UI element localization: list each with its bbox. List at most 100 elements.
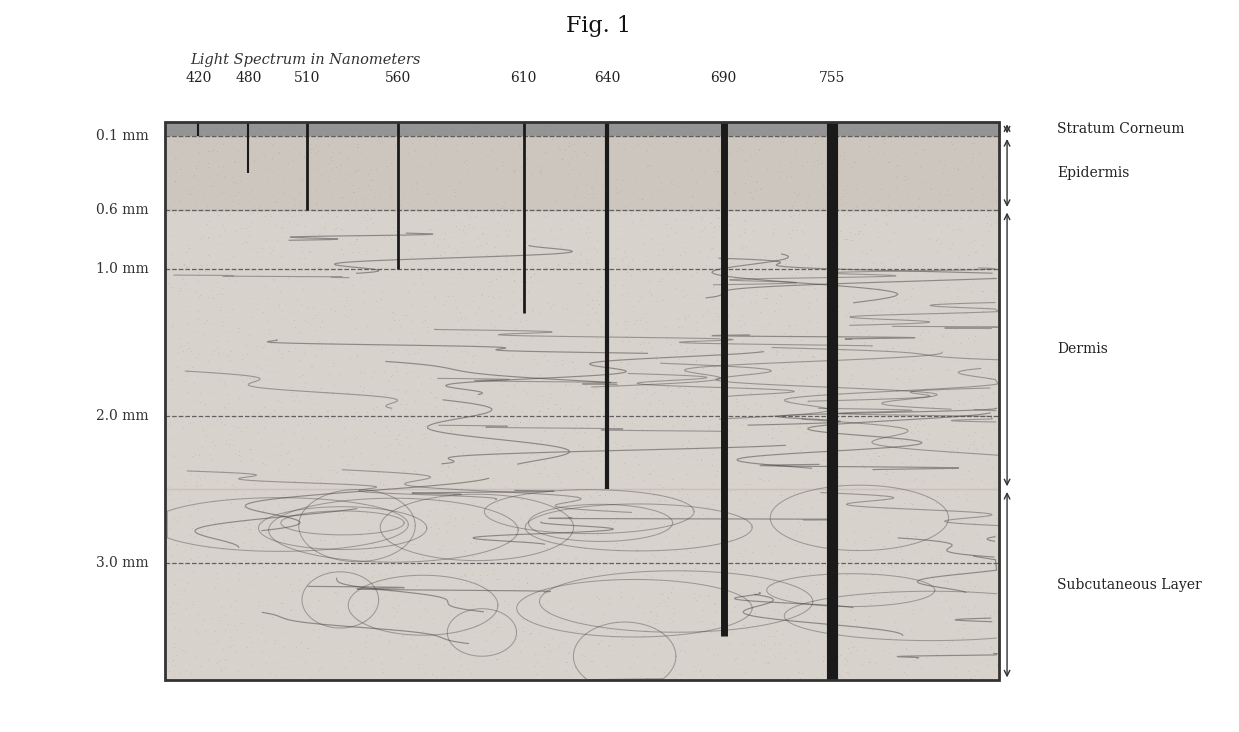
Point (960, 203, 980, 214)
Point (213, 643, 233, 654)
Point (710, 520, 730, 532)
Point (703, 405, 722, 417)
Point (699, 397, 719, 409)
Point (907, 646, 927, 657)
Point (686, 266, 706, 278)
Point (817, 619, 836, 631)
Point (271, 396, 291, 408)
Point (197, 218, 217, 230)
Point (964, 138, 984, 149)
Point (600, 296, 620, 307)
Point (668, 668, 688, 680)
Point (198, 215, 218, 227)
Point (761, 130, 781, 142)
Point (704, 315, 724, 327)
Point (551, 616, 571, 628)
Point (483, 207, 503, 219)
Point (419, 215, 439, 227)
Point (332, 233, 352, 244)
Point (177, 577, 197, 589)
Point (217, 270, 237, 282)
Point (259, 324, 279, 335)
Point (963, 447, 983, 459)
Point (550, 143, 570, 154)
Point (669, 354, 689, 365)
Point (676, 544, 696, 556)
Point (357, 209, 377, 220)
Point (683, 531, 703, 543)
Point (494, 397, 514, 408)
Point (725, 601, 745, 613)
Point (769, 575, 789, 586)
Point (327, 647, 347, 659)
Point (694, 508, 714, 520)
Point (789, 208, 809, 220)
Point (229, 175, 249, 187)
Point (726, 651, 746, 663)
Point (160, 164, 180, 176)
Point (553, 522, 572, 534)
Point (318, 157, 338, 169)
Point (768, 606, 788, 618)
Point (947, 442, 966, 454)
Point (826, 291, 846, 303)
Point (836, 582, 856, 594)
Point (834, 146, 854, 158)
Point (575, 554, 595, 566)
Point (803, 157, 823, 168)
Point (392, 630, 411, 642)
Point (299, 142, 318, 154)
Point (741, 367, 761, 378)
Point (943, 225, 963, 236)
Point (478, 507, 498, 518)
Point (389, 314, 409, 326)
Point (784, 636, 804, 648)
Point (260, 411, 280, 423)
Point (887, 160, 907, 171)
Point (444, 543, 463, 555)
Point (479, 646, 499, 657)
Point (364, 404, 384, 416)
Point (646, 617, 665, 629)
Point (299, 245, 318, 257)
Point (401, 250, 421, 261)
Point (479, 616, 499, 628)
Point (903, 354, 923, 366)
Point (561, 152, 581, 164)
Point (685, 376, 705, 388)
Point (403, 643, 422, 654)
Point (533, 567, 553, 579)
Point (664, 190, 684, 202)
Point (326, 223, 346, 234)
Point (207, 635, 227, 647)
Point (787, 285, 807, 297)
Point (876, 502, 896, 514)
Point (896, 446, 916, 458)
Point (658, 523, 678, 534)
Point (399, 440, 419, 452)
Point (420, 506, 440, 518)
Point (209, 614, 229, 626)
Point (206, 582, 225, 594)
Point (860, 329, 880, 341)
Point (669, 627, 689, 638)
Point (243, 293, 263, 305)
Point (670, 493, 690, 505)
Point (429, 190, 449, 201)
Point (647, 610, 667, 621)
Point (981, 641, 1001, 653)
Point (216, 269, 235, 281)
Point (782, 254, 802, 266)
Point (536, 147, 556, 159)
Point (175, 479, 195, 490)
Point (960, 622, 980, 634)
Point (613, 279, 633, 291)
Point (411, 234, 431, 245)
Point (845, 156, 865, 168)
Point (416, 510, 436, 522)
Point (657, 591, 676, 603)
Point (720, 638, 740, 649)
Point (807, 154, 826, 165)
Point (399, 414, 419, 426)
Point (882, 295, 902, 307)
